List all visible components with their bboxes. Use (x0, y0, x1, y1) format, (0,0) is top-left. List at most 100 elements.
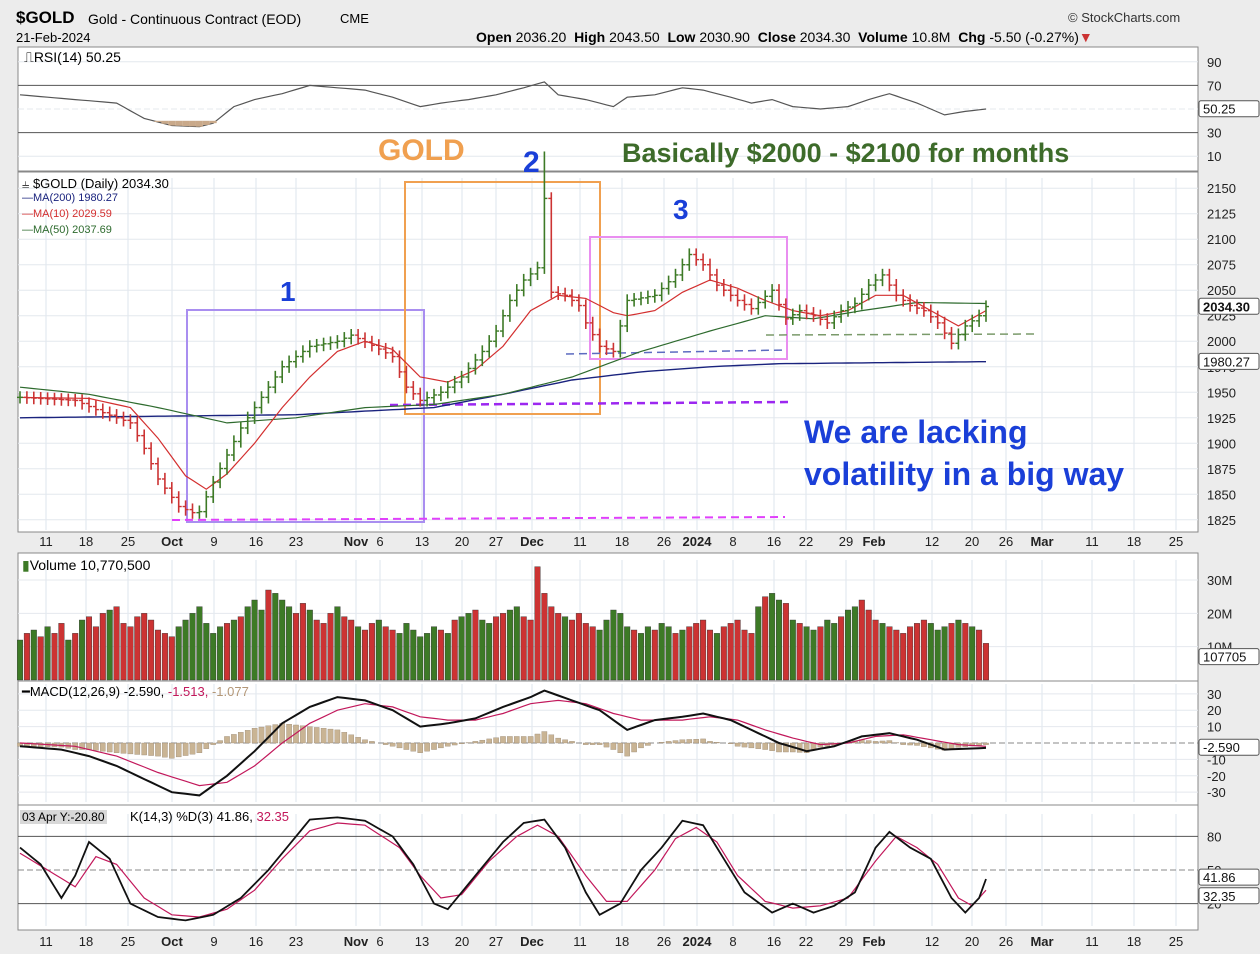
macd-histogram-bar (307, 726, 313, 744)
annotation-range: Basically $2000 - $2100 for months (622, 138, 1070, 168)
macd-signal-line (19, 699, 987, 787)
x-tick-label: 2024 (683, 534, 713, 549)
volume-bar (251, 599, 258, 681)
price-tick-label: 1950 (1207, 385, 1236, 400)
volume-bar (375, 619, 382, 681)
x-tick-label: 27 (489, 534, 503, 549)
volume-bar (672, 633, 679, 681)
x-tick-label: 16 (249, 534, 263, 549)
ma50-line (19, 301, 987, 424)
volume-bar (72, 633, 79, 681)
macd-histogram-bar (293, 724, 299, 744)
macd-histogram-bar (872, 741, 879, 744)
x-tick-label: Feb (862, 534, 885, 549)
macd-histogram-bar (727, 742, 734, 744)
x-tick-label: 12 (925, 534, 939, 549)
macd-histogram-bar (113, 742, 120, 753)
rsi-tick-label: 10 (1207, 149, 1221, 164)
volume-bar (437, 629, 444, 681)
volume-bar (555, 613, 562, 681)
macd-histogram-bar (431, 742, 437, 750)
macd-histogram-bar (141, 742, 147, 756)
macd-histogram-bar (493, 737, 499, 744)
x-tick-label: 18 (79, 534, 93, 549)
price-tick-label: 1875 (1207, 462, 1236, 477)
macd-histogram-bar (348, 734, 354, 744)
x-tick-label: 11 (573, 534, 587, 549)
volume-bar (693, 623, 700, 681)
macd-histogram-bar (562, 739, 568, 744)
macd-histogram-bar (507, 736, 513, 744)
x-tick-label: 26 (999, 534, 1013, 549)
x-tick-label: 18 (615, 534, 629, 549)
volume-bar (969, 626, 976, 681)
x-tick-label: 18 (1127, 934, 1141, 949)
macd-last-tag-box (1198, 738, 1260, 756)
x-tick-label: 8 (729, 534, 736, 549)
macd-histogram-bar (589, 742, 596, 745)
rsi-tick-label: 70 (1207, 78, 1221, 93)
volume-bar (817, 626, 824, 681)
x-tick-label: Mar (1030, 534, 1053, 549)
ohlc-summary: Open 2036.20 High 2043.50 Low 2030.90 Cl… (476, 29, 1093, 45)
macd-histogram-bar (300, 725, 306, 744)
volume-bar (368, 623, 375, 681)
volume-bar (789, 619, 796, 681)
volume-bar (389, 629, 396, 681)
volume-bar (168, 636, 175, 681)
macd-histogram-bar (196, 742, 203, 753)
rsi-tick-label: 30 (1207, 126, 1221, 141)
x-tick-label: 11 (39, 934, 53, 949)
price-last-tag: 2034.30 (1203, 299, 1250, 314)
instrument-name: Gold - Continuous Contract (EOD) (88, 11, 302, 27)
volume-bar (879, 623, 886, 681)
macd-histogram-bar (596, 742, 603, 745)
volume-bar (582, 623, 589, 681)
volume-bar (541, 593, 548, 681)
volume-bar (444, 633, 451, 681)
volume-bar (223, 623, 230, 681)
volume-bar (796, 623, 803, 681)
volume-bar (99, 613, 106, 681)
macd-histogram-bar (369, 741, 375, 744)
price-last-tag-box (1198, 297, 1260, 315)
volume-bar (762, 596, 769, 681)
volume-bar (755, 606, 762, 681)
volume-bar (279, 599, 286, 681)
volume-bar (92, 626, 99, 681)
volume-bar (396, 633, 403, 681)
x-tick-label: 6 (376, 534, 383, 549)
macd-histogram-bar (458, 742, 465, 744)
macd-histogram-bar (976, 742, 982, 746)
volume-bar (286, 606, 293, 681)
macd-histogram-bar (203, 742, 210, 749)
volume-bar (334, 606, 341, 681)
macd-histogram-bar (189, 742, 196, 755)
volume-bar (348, 619, 355, 681)
stoch-panel (17, 804, 1199, 931)
volume-bar (258, 609, 265, 681)
stoch-k-line (19, 816, 987, 922)
support-line-mid (389, 400, 791, 407)
volume-bar (23, 633, 30, 681)
volume-tick-label: 20M (1207, 606, 1232, 621)
volume-bar (127, 626, 134, 681)
volume-bar (617, 613, 624, 681)
volume-bar (313, 619, 320, 681)
price-tick-label: 2100 (1207, 232, 1236, 247)
volume-bar (589, 626, 596, 681)
volume-bar (920, 619, 927, 681)
volume-bar (196, 606, 203, 681)
volume-bar (458, 616, 465, 681)
macd-histogram-bar (527, 736, 534, 744)
volume-bar (596, 629, 603, 681)
macd-histogram-bar (334, 729, 341, 744)
macd-histogram-bar (134, 742, 141, 755)
stoch-k-tag-box (1198, 868, 1260, 886)
price-tick-label: 2075 (1207, 258, 1236, 273)
x-tick-label: 12 (925, 934, 939, 949)
volume-bar (562, 616, 569, 681)
x-tick-label: 18 (615, 934, 629, 949)
macd-histogram-bar (162, 742, 168, 758)
volume-bar (865, 609, 872, 681)
